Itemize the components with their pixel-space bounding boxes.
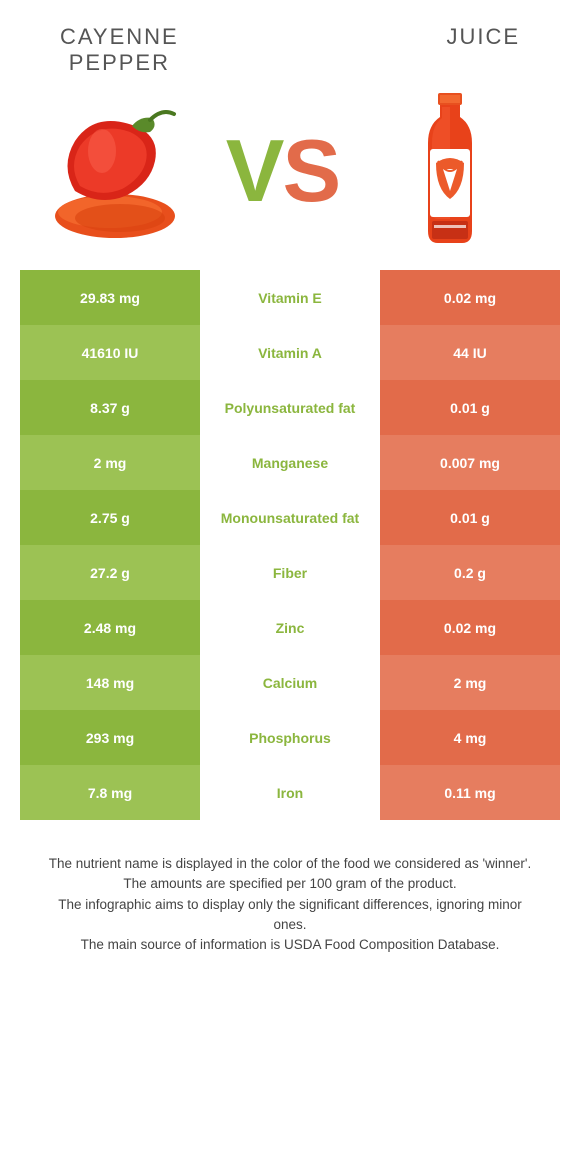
cell-nutrient-name: Vitamin E	[200, 270, 380, 325]
cell-left-value: 148 mg	[20, 655, 200, 710]
header: CAYENNE PEPPER JUICE	[0, 0, 580, 86]
table-row: 2.75 gMonounsaturated fat0.01 g	[20, 490, 560, 545]
cell-right-value: 0.02 mg	[380, 270, 560, 325]
title-right: JUICE	[446, 24, 520, 76]
cell-left-value: 2.75 g	[20, 490, 200, 545]
cell-nutrient-name: Polyunsaturated fat	[200, 380, 380, 435]
vs-label: VS	[226, 120, 339, 222]
table-row: 148 mgCalcium2 mg	[20, 655, 560, 710]
footnote-line: The infographic aims to display only the…	[40, 895, 540, 936]
images-row: VS	[0, 86, 580, 270]
cell-nutrient-name: Manganese	[200, 435, 380, 490]
cell-left-value: 2 mg	[20, 435, 200, 490]
title-left: CAYENNE PEPPER	[60, 24, 179, 76]
cell-nutrient-name: Iron	[200, 765, 380, 820]
footnotes: The nutrient name is displayed in the co…	[20, 820, 560, 955]
table-row: 27.2 gFiber0.2 g	[20, 545, 560, 600]
cell-right-value: 4 mg	[380, 710, 560, 765]
footnote-line: The main source of information is USDA F…	[40, 935, 540, 955]
cell-nutrient-name: Phosphorus	[200, 710, 380, 765]
cell-right-value: 0.01 g	[380, 490, 560, 545]
table-row: 2.48 mgZinc0.02 mg	[20, 600, 560, 655]
cell-left-value: 29.83 mg	[20, 270, 200, 325]
cell-left-value: 8.37 g	[20, 380, 200, 435]
footnote-line: The nutrient name is displayed in the co…	[40, 854, 540, 874]
cell-left-value: 2.48 mg	[20, 600, 200, 655]
table-row: 29.83 mgVitamin E0.02 mg	[20, 270, 560, 325]
comparison-table: 29.83 mgVitamin E0.02 mg41610 IUVitamin …	[20, 270, 560, 820]
table-row: 7.8 mgIron0.11 mg	[20, 765, 560, 820]
footnote-line: The amounts are specified per 100 gram o…	[40, 874, 540, 894]
table-row: 41610 IUVitamin A44 IU	[20, 325, 560, 380]
table-row: 2 mgManganese0.007 mg	[20, 435, 560, 490]
cell-right-value: 0.2 g	[380, 545, 560, 600]
cell-right-value: 0.01 g	[380, 380, 560, 435]
cayenne-pepper-image	[40, 96, 190, 246]
cell-nutrient-name: Calcium	[200, 655, 380, 710]
cell-right-value: 0.02 mg	[380, 600, 560, 655]
table-row: 293 mgPhosphorus4 mg	[20, 710, 560, 765]
cell-right-value: 0.11 mg	[380, 765, 560, 820]
cell-left-value: 293 mg	[20, 710, 200, 765]
cell-left-value: 27.2 g	[20, 545, 200, 600]
cell-right-value: 2 mg	[380, 655, 560, 710]
juice-bottle-image	[375, 96, 525, 246]
cell-left-value: 7.8 mg	[20, 765, 200, 820]
table-row: 8.37 gPolyunsaturated fat0.01 g	[20, 380, 560, 435]
cell-nutrient-name: Monounsaturated fat	[200, 490, 380, 545]
cell-right-value: 44 IU	[380, 325, 560, 380]
cell-nutrient-name: Fiber	[200, 545, 380, 600]
cell-nutrient-name: Zinc	[200, 600, 380, 655]
cell-left-value: 41610 IU	[20, 325, 200, 380]
cell-right-value: 0.007 mg	[380, 435, 560, 490]
cell-nutrient-name: Vitamin A	[200, 325, 380, 380]
